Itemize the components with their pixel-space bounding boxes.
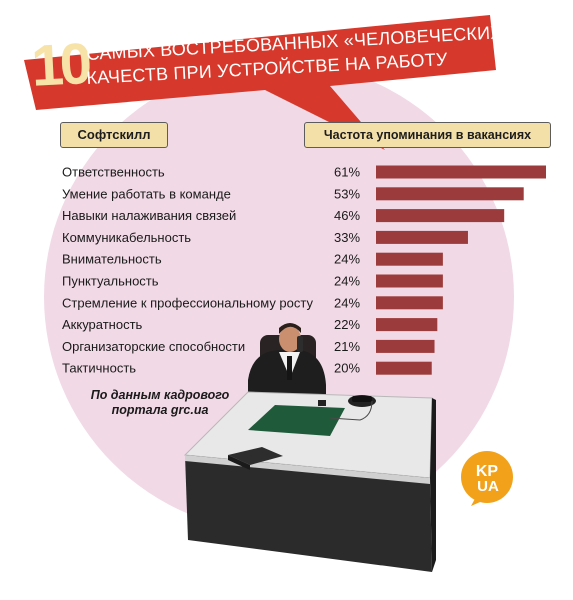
category-label: Стремление к профессиональному росту [62,295,313,310]
bar [376,165,546,179]
chart-row: Аккуратность 22% [62,317,438,332]
value-label: 22% [334,317,360,332]
chart-row: Стремление к профессиональному росту 24% [62,295,443,310]
bar [376,296,443,310]
bar [376,209,505,223]
bar [376,187,524,201]
logo-text-top: KP [476,463,499,480]
category-label: Умение работать в команде [62,186,231,201]
value-label: 20% [334,361,360,376]
chart-row: Организаторские способности 21% [62,339,435,354]
value-label: 24% [334,274,360,289]
title-banner-ribbon [24,15,496,150]
source-note: По данным кадрового портала grc.ua [70,388,250,418]
value-label: 61% [334,165,360,180]
chart-row: Внимательность 24% [62,252,443,267]
value-label: 46% [334,208,360,223]
category-label: Тактичность [62,361,136,376]
value-label: 53% [334,186,360,201]
category-label: Коммуникабельность [62,230,191,245]
chart-row: Ответственность 61% [62,165,546,180]
category-label: Ответственность [62,165,165,180]
bar [376,318,438,332]
frequency-header-badge: Частота упоминания в вакансиях [304,122,551,148]
logo-text-bottom: UA [477,478,499,495]
value-label: 24% [334,252,360,267]
bar [376,230,468,244]
value-label: 33% [334,230,360,245]
bar [376,274,443,288]
category-label: Внимательность [62,252,162,267]
softskill-header-badge: Софтскилл [60,122,168,148]
source-note-line-1: По данным кадрового [90,388,230,402]
value-label: 24% [334,295,360,310]
value-label: 21% [334,339,360,354]
chart-row: Коммуникабельность 33% [62,230,468,245]
bar [376,361,432,375]
chart-row: Умение работать в команде 53% [62,186,524,201]
category-label: Навыки налаживания связей [62,208,236,223]
category-label: Аккуратность [62,317,143,332]
category-label: Организаторские способности [62,339,245,354]
category-label: Пунктуальность [62,274,159,289]
kp-ua-logo: KP UA [461,451,513,506]
chart-row: Пунктуальность 24% [62,274,443,289]
chart-row: Навыки налаживания связей 46% [62,208,505,223]
source-note-line-2: портала grc.ua [111,403,209,417]
title-banner [24,15,496,150]
bar [376,339,435,353]
bar [376,252,443,266]
chart-row: Тактичность 20% [62,361,432,376]
